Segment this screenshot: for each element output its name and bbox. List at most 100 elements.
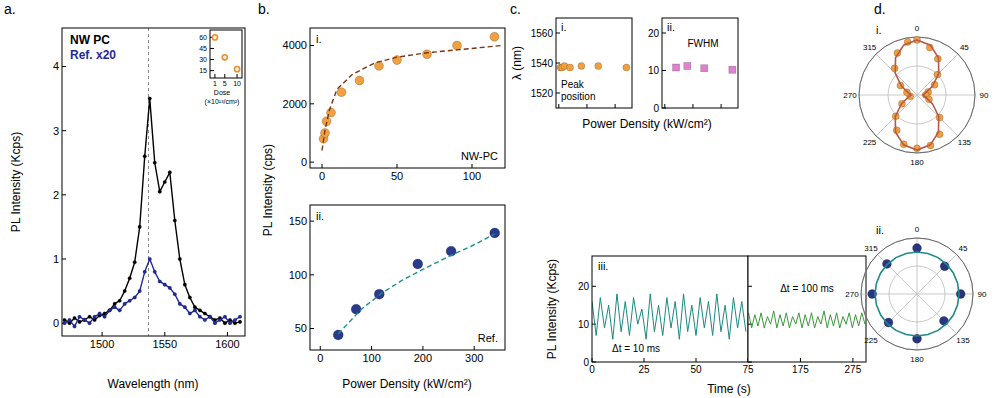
marker: [128, 299, 132, 303]
panel-label: b.: [258, 1, 270, 17]
data-area: [868, 244, 965, 344]
marker: [178, 302, 182, 306]
x-tick: [422, 346, 423, 350]
x-tick: [800, 358, 801, 362]
series-line: [338, 234, 495, 334]
panel-label: c.: [510, 1, 521, 17]
reference-line: [148, 28, 149, 336]
plot-background: [662, 18, 738, 108]
y-tick: [592, 286, 596, 287]
y-tick: [62, 130, 66, 131]
angle-label: 180: [910, 158, 924, 167]
y-tick: [310, 162, 314, 163]
y-tick-label: 150: [289, 215, 307, 227]
marker: [118, 299, 122, 303]
angle-label: 225: [863, 138, 877, 147]
marker: [375, 61, 384, 70]
plot-background: [210, 30, 242, 78]
marker: [93, 315, 97, 319]
marker: [78, 315, 82, 319]
y-tick-label: 30: [199, 56, 207, 63]
chart: 151015304560Dose(×10¹³/cm²): [199, 30, 242, 106]
angle-label: 135: [956, 336, 970, 345]
marker: [118, 309, 122, 313]
angle-label: 180: [910, 355, 924, 364]
marker: [213, 321, 217, 325]
y-tick: [310, 328, 314, 329]
marker: [595, 63, 602, 70]
marker: [234, 67, 239, 72]
y-tick: [310, 45, 314, 46]
sub-label: ii.: [667, 21, 675, 33]
marker: [701, 65, 708, 72]
marker: [223, 315, 227, 319]
x-tick: [164, 332, 165, 336]
x-axis-label: (×10¹³/cm²): [205, 98, 240, 106]
marker: [351, 304, 361, 314]
marker: [133, 296, 137, 300]
marker: [183, 283, 187, 287]
y-tick-label: 60: [199, 34, 207, 41]
y-tick-label: 3: [53, 125, 59, 137]
marker: [108, 309, 112, 313]
marker: [188, 296, 192, 300]
y-tick-label: 100: [289, 269, 307, 281]
y-tick: [210, 48, 214, 49]
marker: [423, 50, 432, 59]
marker: [228, 321, 232, 325]
y-tick-label: 0: [53, 317, 59, 329]
marker: [333, 330, 343, 340]
x-tick: [397, 164, 398, 168]
marker: [158, 280, 162, 284]
chart: 050100020004000b.i.NW-PCPL Intensity (cp…: [258, 1, 505, 236]
y-tick-label: 15: [199, 67, 207, 74]
plot-frame: [748, 256, 866, 362]
x-tick-label: 200: [414, 352, 432, 364]
y-tick-label: 4: [53, 60, 59, 72]
x-tick-label: 0: [589, 364, 595, 375]
y-tick-label: 0: [583, 357, 589, 368]
marker: [73, 325, 77, 329]
series-line: [65, 259, 240, 326]
chart: 15001550160001234NW PCRef. x20a.Waveleng…: [4, 1, 245, 391]
plot-background: [310, 28, 505, 168]
y-tick: [748, 286, 752, 287]
x-tick: [227, 332, 228, 336]
y-tick-label: 10: [648, 65, 660, 76]
marker: [148, 257, 152, 261]
x-tick-label: 5: [223, 80, 227, 87]
legend-entry: NW PC: [70, 33, 110, 47]
plot-frame: [210, 30, 242, 78]
marker: [158, 190, 162, 194]
y-tick-label: 1520: [531, 88, 554, 99]
angle-label: 90: [978, 290, 987, 299]
angle-label: 90: [980, 91, 989, 100]
sub-label: i.: [561, 21, 567, 33]
x-tick-label: 0: [317, 352, 323, 364]
sub-label: i.: [316, 33, 322, 45]
x-tick: [586, 104, 587, 108]
x-tick: [692, 104, 693, 108]
x-tick-label: 275: [845, 364, 862, 375]
marker: [173, 292, 177, 296]
panel-label: d.: [874, 1, 886, 17]
x-tick: [214, 74, 215, 78]
x-tick: [721, 104, 722, 108]
marker: [143, 155, 147, 159]
x-tick: [102, 332, 103, 336]
marker: [168, 286, 172, 290]
x-tick: [664, 104, 665, 108]
data-area: [557, 63, 630, 72]
x-tick: [472, 164, 473, 168]
angle-label: 315: [864, 244, 878, 253]
marker: [203, 318, 207, 322]
x-tick: [320, 346, 321, 350]
chart: 04590135180225270315d.i.: [843, 1, 989, 167]
plot-frame: [310, 205, 505, 350]
marker: [88, 321, 92, 325]
x-tick-label: 175: [792, 364, 809, 375]
marker: [143, 270, 147, 274]
y-axis-label: PL Intensity (Kcps): [545, 259, 559, 359]
x-tick-label: 75: [742, 364, 754, 375]
y-tick: [210, 70, 214, 71]
